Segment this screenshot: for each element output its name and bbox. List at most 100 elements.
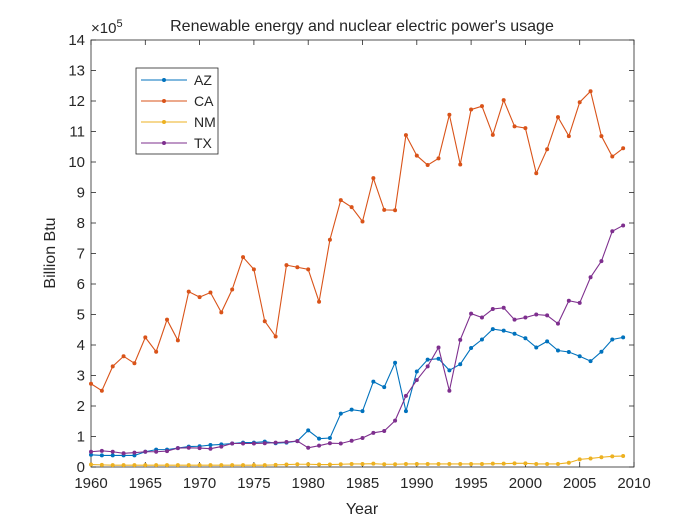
x-axis-label: Year — [346, 501, 379, 518]
data-point — [490, 461, 495, 466]
data-point — [512, 461, 517, 466]
x-tick-label: 1980 — [292, 475, 325, 492]
data-point — [371, 461, 376, 466]
data-point — [555, 348, 560, 353]
data-point — [382, 462, 387, 467]
data-point — [523, 461, 528, 466]
data-point — [425, 357, 430, 362]
data-point — [588, 275, 593, 280]
x-tick-label: 1965 — [129, 475, 162, 492]
data-point — [284, 263, 289, 268]
legend-marker — [162, 99, 166, 103]
data-point — [295, 265, 300, 270]
data-point — [577, 300, 582, 305]
data-point — [588, 359, 593, 364]
data-point — [360, 461, 365, 466]
data-point — [143, 463, 148, 468]
data-point — [99, 388, 104, 393]
y-tick-label: 5 — [77, 307, 85, 324]
data-point — [469, 346, 474, 351]
data-point — [295, 439, 300, 444]
data-point — [403, 393, 408, 398]
y-tick-label: 3 — [77, 368, 85, 385]
x-tick-label: 1975 — [237, 475, 270, 492]
data-point — [165, 317, 170, 322]
data-point — [621, 223, 626, 228]
data-point — [479, 104, 484, 109]
data-point — [566, 350, 571, 355]
legend-marker — [162, 78, 166, 82]
data-point — [534, 461, 539, 466]
data-point — [175, 463, 180, 468]
data-point — [327, 441, 332, 446]
x-tick-label: 1985 — [346, 475, 379, 492]
y-tick-label: 0 — [77, 459, 85, 476]
legend-entry: TX — [194, 135, 213, 151]
data-point — [599, 259, 604, 264]
data-point — [349, 461, 354, 466]
data-point — [545, 313, 550, 318]
data-point — [349, 205, 354, 210]
series-ca — [89, 89, 626, 393]
data-point — [143, 335, 148, 340]
data-point — [523, 126, 528, 131]
data-point — [154, 449, 159, 454]
data-point — [262, 463, 267, 468]
data-point — [490, 132, 495, 137]
data-point — [208, 443, 213, 448]
y-tick-label: 10 — [68, 154, 85, 171]
data-point — [121, 463, 126, 468]
data-point — [382, 385, 387, 390]
data-point — [610, 154, 615, 159]
data-point — [273, 462, 278, 467]
data-point — [458, 337, 463, 342]
data-point — [154, 463, 159, 468]
data-point — [479, 337, 484, 342]
y-tick-label: 7 — [77, 246, 85, 263]
data-point — [371, 379, 376, 384]
x-tick-label: 1960 — [74, 475, 107, 492]
data-point — [566, 298, 571, 303]
data-point — [327, 237, 332, 242]
data-point — [512, 317, 517, 322]
y-tick-label: 13 — [68, 63, 85, 80]
y-tick-label: 14 — [68, 32, 85, 49]
data-point — [382, 207, 387, 212]
data-point — [99, 453, 104, 458]
data-point — [469, 107, 474, 112]
data-point — [121, 354, 126, 359]
data-point — [262, 319, 267, 324]
data-point — [523, 336, 528, 341]
data-point — [317, 443, 322, 448]
legend-entry: CA — [194, 93, 214, 109]
data-point — [425, 461, 430, 466]
data-point — [577, 354, 582, 359]
data-point — [599, 349, 604, 354]
data-point — [143, 449, 148, 454]
data-point — [458, 362, 463, 367]
data-point — [469, 461, 474, 466]
data-point — [306, 445, 311, 450]
data-point — [110, 463, 115, 468]
data-point — [621, 335, 626, 340]
data-point — [425, 163, 430, 168]
legend-marker — [162, 120, 166, 124]
data-point — [284, 439, 289, 444]
data-point — [403, 461, 408, 466]
series-line-ca — [90, 90, 624, 392]
data-point — [610, 229, 615, 234]
data-point — [89, 462, 93, 467]
data-point — [327, 462, 332, 467]
data-point — [273, 440, 278, 445]
data-point — [425, 364, 430, 369]
data-point — [306, 462, 311, 467]
x-tick-label: 2005 — [563, 475, 596, 492]
data-point — [436, 345, 441, 350]
x-tick-label: 1990 — [400, 475, 433, 492]
data-point — [501, 305, 506, 310]
data-point — [89, 449, 93, 454]
data-point — [317, 462, 322, 467]
data-point — [436, 461, 441, 466]
